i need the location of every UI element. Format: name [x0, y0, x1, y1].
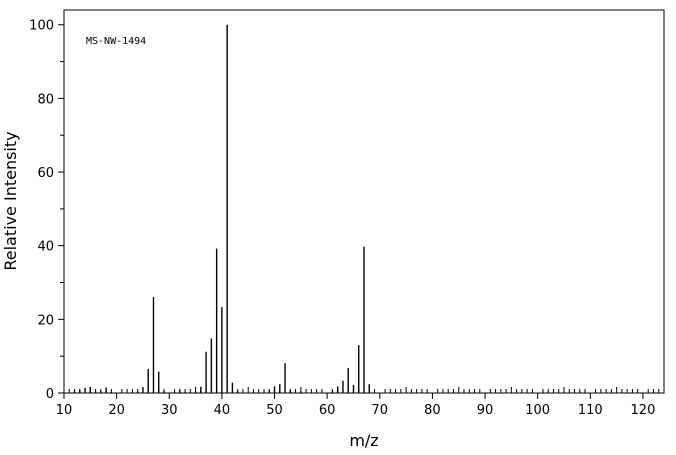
- x-tick-label: 60: [319, 403, 336, 418]
- x-major-ticks: 10 20 30 40 50 60 70 80 90 100 110 120: [56, 393, 656, 418]
- y-tick-label: 0: [46, 387, 54, 402]
- x-tick-label: 20: [108, 403, 125, 418]
- x-tick-label: 110: [578, 403, 603, 418]
- y-axis-title: Relative Intensity: [1, 131, 20, 270]
- y-tick-label: 40: [37, 240, 54, 255]
- y-tick-label: 60: [37, 166, 54, 181]
- x-tick-label: 120: [631, 403, 656, 418]
- x-tick-label: 80: [424, 403, 441, 418]
- x-tick-label: 40: [214, 403, 231, 418]
- x-tick-label: 90: [477, 403, 494, 418]
- x-tick-label: 70: [372, 403, 389, 418]
- spectrum-annotation: MS-NW-1494: [86, 36, 146, 47]
- x-tick-label: 10: [56, 403, 73, 418]
- y-tick-label: 100: [29, 19, 54, 34]
- x-axis-title: m/z: [349, 431, 378, 450]
- peaks: [73, 24, 370, 393]
- x-tick-label: 30: [161, 403, 178, 418]
- y-tick-label: 20: [37, 313, 54, 328]
- y-tick-label: 80: [37, 92, 54, 107]
- x-tick-label: 50: [266, 403, 283, 418]
- y-ticks: 0 20 40 60 80 100: [29, 19, 64, 402]
- x-tick-label: 100: [525, 403, 550, 418]
